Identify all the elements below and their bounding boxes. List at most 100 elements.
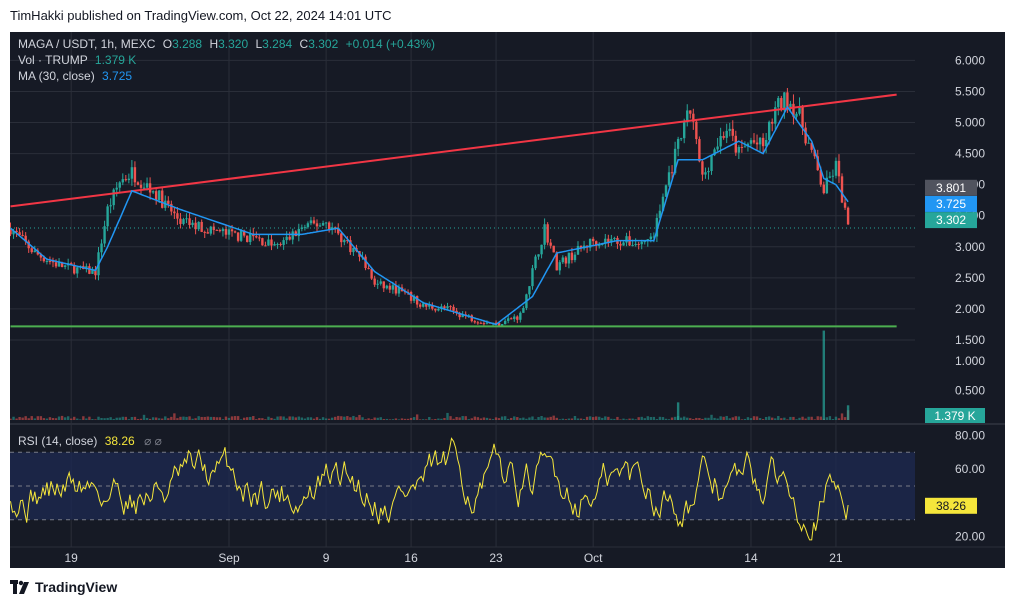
volume-bar <box>158 418 161 420</box>
candle-body <box>722 136 725 138</box>
candle-body <box>151 191 155 193</box>
volume-bar <box>66 416 70 420</box>
candle-body <box>33 250 36 253</box>
volume-bar <box>804 418 807 420</box>
volume-bar <box>667 419 671 420</box>
volume-bar <box>698 417 701 420</box>
volume-bar <box>315 417 319 420</box>
trendline-upper[interactable] <box>10 93 897 208</box>
volume-bar <box>73 416 76 420</box>
volume-bar <box>349 417 352 420</box>
volume-bar <box>628 418 631 420</box>
volume-bar <box>288 416 291 420</box>
candle-body <box>813 149 816 157</box>
volume-bar <box>689 418 692 420</box>
volume-bar <box>725 415 728 420</box>
candle-body <box>537 254 540 257</box>
volume-bar <box>494 417 498 420</box>
volume-bar <box>330 417 334 420</box>
chart-panel[interactable]: 19Sep91623Oct14216.0005.5005.0004.5004.0… <box>9 32 1005 568</box>
volume-bar <box>15 418 18 420</box>
svg-text:RSI (14, close) 38.26: RSI (14, close) 38.26 ⌀ ⌀ <box>18 434 162 448</box>
volume-bar <box>771 417 774 420</box>
volume-bar <box>616 416 619 420</box>
volume-bar <box>570 418 574 420</box>
volume-bar <box>506 418 510 420</box>
x-tick-label: 21 <box>829 551 843 565</box>
volume-bar <box>692 418 695 420</box>
candle-body <box>661 196 665 211</box>
volume-bar <box>807 416 810 420</box>
volume-bar <box>361 417 364 420</box>
candle-body <box>543 224 546 245</box>
candle-body <box>154 191 158 201</box>
volume-bar <box>446 412 449 420</box>
candle-body <box>840 176 844 203</box>
volume-bar <box>236 416 240 420</box>
candle-body <box>145 183 149 188</box>
candle-body <box>306 223 310 228</box>
volume-bar <box>831 419 835 420</box>
svg-text:Vol · TRUMP 1.379 K: Vol · TRUMP 1.379 K <box>18 53 136 67</box>
volume-bar <box>646 416 649 420</box>
volume-bar <box>115 417 118 420</box>
price-tag-ma-label-bg <box>925 179 977 196</box>
candle-body <box>18 232 21 236</box>
tradingview-logo[interactable]: TradingView <box>10 579 117 595</box>
candle-body <box>434 308 437 311</box>
volume-bar <box>579 418 583 420</box>
candle-body <box>379 281 382 284</box>
volume-bar <box>443 417 446 420</box>
candle-body <box>142 187 146 189</box>
volume-bar <box>637 417 640 420</box>
volume-bar <box>209 416 212 420</box>
volume-bar <box>133 416 137 420</box>
volume-bar <box>622 418 625 420</box>
volume-bar <box>664 418 668 420</box>
candle-body <box>282 240 285 245</box>
candle-body <box>640 241 643 245</box>
candle-body <box>191 222 194 226</box>
candle-body <box>324 222 328 224</box>
volume-bar <box>282 416 285 420</box>
candle-body <box>610 238 613 243</box>
volume-bar <box>388 419 392 420</box>
candle-body <box>740 146 744 148</box>
rsi-tick-label: 20.00 <box>955 530 985 544</box>
candle-body <box>807 142 810 144</box>
price-tag-ma-label: 3.801 <box>936 181 966 195</box>
candle-body <box>604 238 607 244</box>
volume-bar <box>309 417 313 420</box>
candle-body <box>60 262 64 268</box>
candle-body <box>182 219 185 224</box>
candle-body <box>246 235 249 242</box>
rsi-tag-bg <box>925 497 977 514</box>
volume-bar <box>595 416 598 420</box>
volume-bar <box>264 419 267 420</box>
volume-bar <box>713 417 716 420</box>
volume-bar <box>746 417 750 420</box>
volume-bar <box>103 418 106 420</box>
candle-body <box>94 269 97 276</box>
candle-body <box>828 176 832 178</box>
candle-body <box>510 318 513 320</box>
candle-body <box>203 231 206 233</box>
volume-bar <box>173 413 176 420</box>
candle-body <box>698 139 701 162</box>
volume-bar <box>704 417 707 420</box>
candle-body <box>588 238 592 248</box>
volume-spike <box>822 330 826 420</box>
candle-body <box>503 320 507 325</box>
legend-volume-label: Vol · TRUMP <box>18 53 88 67</box>
volume-bar <box>701 418 704 420</box>
volume-bar <box>318 418 322 420</box>
volume-bar <box>798 417 801 420</box>
x-tick-label: 19 <box>65 551 79 565</box>
x-tick-label: Sep <box>218 551 240 565</box>
candle-body <box>206 232 209 234</box>
price-chart[interactable]: 19Sep91623Oct14216.0005.5005.0004.5004.0… <box>9 32 1005 568</box>
candle-body <box>170 203 173 212</box>
volume-bar <box>640 416 643 420</box>
candle-body <box>686 110 689 123</box>
candle-body <box>21 235 24 237</box>
